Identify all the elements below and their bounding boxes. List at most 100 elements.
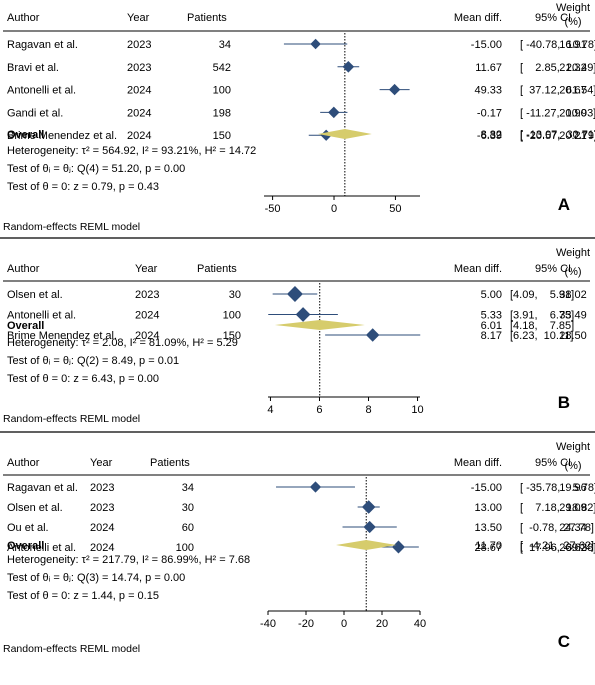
study-author: Olsen et al. (7, 502, 63, 514)
study-mean-diff: 13.50 (474, 522, 502, 534)
study-patients: 34 (182, 482, 194, 494)
header-year: Year (90, 457, 113, 469)
forest-panel-a: Author Year Patients Mean diff. 95% CIWeight… (0, 2, 595, 239)
model-note: Random-effects REML model (3, 221, 140, 233)
overall-diamond (317, 129, 372, 139)
study-author: Olsen et al. (7, 289, 63, 301)
study-mean-diff: -15.00 (471, 39, 502, 51)
study-mean-diff: 5.33 (481, 310, 502, 322)
header-95ci: 95% CI (535, 457, 571, 469)
study-patients: 100 (223, 310, 241, 322)
study-author: Antonelli et al. (7, 542, 76, 554)
x-axis-tick-label: 6 (316, 404, 322, 416)
study-point-marker (310, 38, 321, 50)
overall-mean-diff: 6.01 (481, 320, 502, 332)
study-author: Gandi et al. (7, 107, 63, 119)
x-axis-tick-label: 50 (389, 203, 401, 215)
heterogeneity-stat: Test of θᵢ = θⱼ: Q(2) = 8.49, p = 0.01 (7, 355, 179, 367)
study-point-marker (388, 83, 401, 96)
header-weight: Weight (556, 441, 590, 453)
overall-label: Overall (7, 129, 44, 141)
study-ci-text: [6.23, 10.11] (510, 330, 573, 342)
heterogeneity-stat: Test of θ = 0: z = 1.44, p = 0.15 (7, 590, 159, 602)
study-mean-diff: 11.67 (475, 62, 502, 74)
study-patients: 542 (213, 62, 231, 74)
header-weight: Weight (556, 247, 590, 259)
x-axis-tick-label: 0 (331, 203, 337, 215)
x-axis-tick-label: 4 (267, 404, 273, 416)
header-mean-diff: Mean diff. (454, 263, 502, 275)
study-author: Ragavan et al. (7, 39, 78, 51)
study-ci-text: [ -0.78, 27.78] (520, 522, 594, 534)
study-year: 2024 (90, 542, 114, 554)
study-mean-diff: -15.00 (471, 482, 502, 494)
study-year: 2024 (135, 310, 159, 322)
header-year: Year (127, 12, 150, 24)
header-mean-diff: Mean diff. (454, 457, 502, 469)
study-ci-text: [4.09, 5.91] (510, 289, 574, 301)
study-point-marker (392, 540, 405, 554)
study-author: Antonelli et al. (7, 310, 76, 322)
study-weight: 20.21 (559, 130, 587, 142)
x-axis-tick-label: 0 (341, 618, 347, 630)
panel-label-c: C (558, 632, 570, 651)
study-patients: 100 (213, 85, 231, 97)
study-year: 2023 (127, 39, 151, 51)
study-point-marker (287, 286, 303, 302)
study-year: 2024 (135, 330, 159, 342)
header-patients: Patients (197, 263, 237, 275)
header-95ci: 95% CI (535, 263, 571, 275)
study-author: Bravi et al. (7, 62, 59, 74)
study-patients: 30 (182, 502, 194, 514)
header-95ci: 95% CI (535, 12, 571, 24)
model-note: Random-effects REML model (3, 643, 140, 655)
header-year: Year (135, 263, 158, 275)
study-ci-text: [ 2.85, 20.49] (520, 62, 595, 74)
study-patients: 60 (182, 522, 194, 534)
heterogeneity-stat: Test of θᵢ = θⱼ: Q(3) = 14.74, p = 0.00 (7, 572, 185, 584)
study-weight: 16.91 (559, 39, 587, 51)
header-weight-unit: (%) (564, 16, 581, 28)
header-patients: Patients (187, 12, 227, 24)
heterogeneity-stat: Heterogeneity: τ² = 2.08, I² = 81.09%, H… (7, 337, 238, 349)
study-year: 2023 (135, 289, 159, 301)
study-ci-text: [ -11.27, 10.93] (520, 107, 595, 119)
forest-panel-b: Author Year Patients Mean diff. 95% CI Weight… (0, 247, 595, 433)
study-point-marker (363, 520, 376, 534)
study-weight: 20.67 (559, 85, 587, 97)
study-author: Brime Menendez et al. (7, 330, 117, 342)
study-ci-text: [ -35.78, 5.78] (520, 482, 595, 494)
study-mean-diff: -0.17 (477, 107, 502, 119)
model-note: Random-effects REML model (3, 413, 140, 425)
heterogeneity-stat: Heterogeneity: τ² = 217.79, I² = 86.99%,… (7, 554, 250, 566)
study-year: 2024 (127, 107, 151, 119)
study-weight: 38.02 (559, 289, 587, 301)
study-point-marker (365, 328, 380, 342)
overall-mean-diff: 8.82 (481, 129, 502, 141)
study-patients: 198 (213, 107, 231, 119)
study-weight: 21.32 (559, 62, 587, 74)
x-axis-tick-label: 20 (376, 618, 388, 630)
study-weight: 26.62 (559, 542, 587, 554)
study-mean-diff: 5.00 (481, 289, 502, 301)
study-weight: 20.90 (559, 107, 587, 119)
study-point-marker (328, 106, 340, 119)
study-point-marker (342, 61, 355, 73)
study-ci-text: [ 7.18, 18.82] (520, 502, 595, 514)
study-ci-text: [3.91, 6.75] (510, 310, 574, 322)
overall-ci-text: [ -4.21, 27.62] (520, 540, 594, 552)
study-weight: 33.49 (559, 310, 587, 322)
panel-label-a: A (558, 195, 570, 214)
study-point-marker (295, 307, 311, 322)
study-weight: 28.50 (559, 330, 587, 342)
study-mean-diff: 13.00 (474, 502, 502, 514)
study-patients: 150 (223, 330, 241, 342)
study-year: 2023 (90, 502, 114, 514)
study-ci-text: [ -40.78, 10.78] (520, 39, 595, 51)
overall-ci-text: [4.18, 7.85] (510, 320, 574, 332)
overall-label: Overall (7, 540, 44, 552)
panel-label-b: B (558, 393, 570, 412)
x-axis-tick-label: -20 (298, 618, 314, 630)
study-year: 2023 (90, 482, 114, 494)
